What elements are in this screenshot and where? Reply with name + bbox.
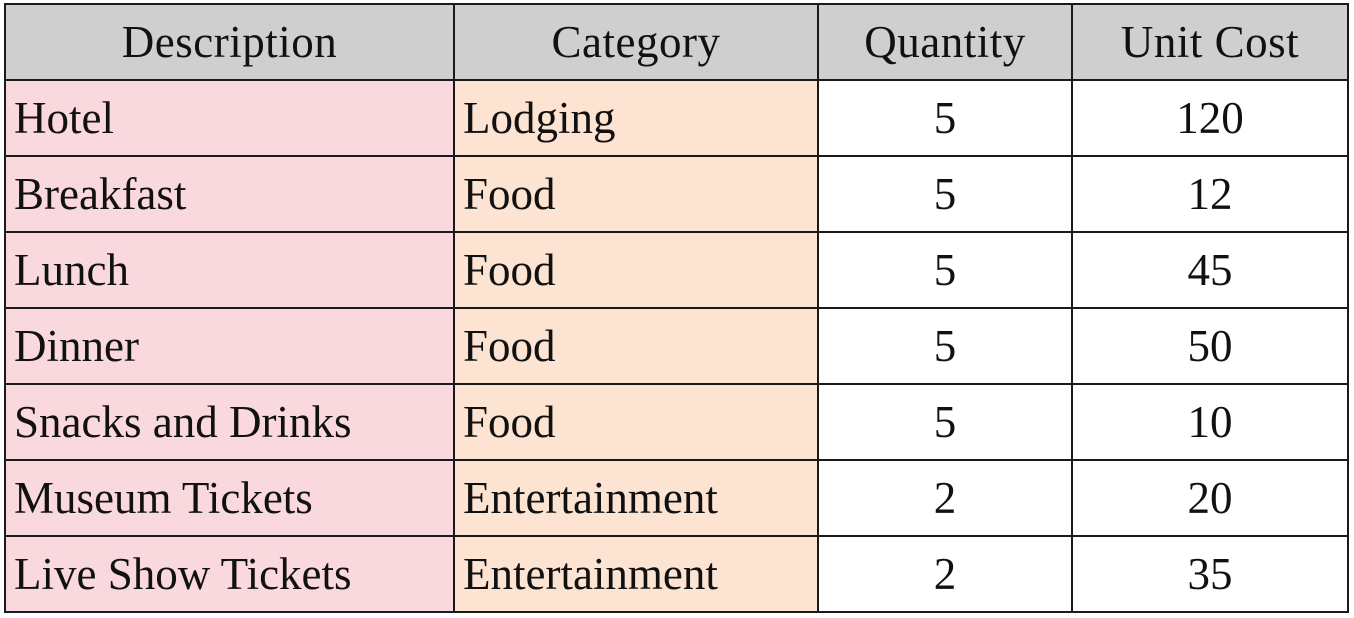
cell-unit-cost: 10 xyxy=(1071,383,1349,461)
cell-category: Food xyxy=(453,155,819,233)
cell-description: Dinner xyxy=(4,307,455,385)
cell-unit-cost: 120 xyxy=(1071,79,1349,157)
cell-quantity: 2 xyxy=(817,535,1073,613)
header-description: Description xyxy=(4,3,455,81)
cell-unit-cost: 20 xyxy=(1071,459,1349,537)
table-header: Description Category Quantity Unit Cost xyxy=(4,3,1349,81)
expense-table: Description Category Quantity Unit Cost … xyxy=(4,3,1349,613)
header-category: Category xyxy=(453,3,819,81)
header-row: Description Category Quantity Unit Cost xyxy=(4,3,1349,81)
cell-category: Lodging xyxy=(453,79,819,157)
cell-category: Food xyxy=(453,383,819,461)
cell-description: Breakfast xyxy=(4,155,455,233)
cell-description: Snacks and Drinks xyxy=(4,383,455,461)
table-row: Breakfast Food 5 12 xyxy=(4,155,1349,233)
table-row: Dinner Food 5 50 xyxy=(4,307,1349,385)
cell-unit-cost: 45 xyxy=(1071,231,1349,309)
table-row: Live Show Tickets Entertainment 2 35 xyxy=(4,535,1349,613)
cell-quantity: 5 xyxy=(817,383,1073,461)
cell-description: Hotel xyxy=(4,79,455,157)
cell-category: Entertainment xyxy=(453,459,819,537)
table-row: Snacks and Drinks Food 5 10 xyxy=(4,383,1349,461)
cell-quantity: 5 xyxy=(817,307,1073,385)
table-body: Hotel Lodging 5 120 Breakfast Food 5 12 … xyxy=(4,79,1349,613)
cell-category: Food xyxy=(453,307,819,385)
header-quantity: Quantity xyxy=(817,3,1073,81)
table-row: Museum Tickets Entertainment 2 20 xyxy=(4,459,1349,537)
table-row: Hotel Lodging 5 120 xyxy=(4,79,1349,157)
cell-description: Live Show Tickets xyxy=(4,535,455,613)
cell-quantity: 5 xyxy=(817,155,1073,233)
cell-description: Museum Tickets xyxy=(4,459,455,537)
cell-quantity: 5 xyxy=(817,79,1073,157)
header-unit-cost: Unit Cost xyxy=(1071,3,1349,81)
cell-category: Entertainment xyxy=(453,535,819,613)
cell-unit-cost: 12 xyxy=(1071,155,1349,233)
cell-description: Lunch xyxy=(4,231,455,309)
cell-quantity: 2 xyxy=(817,459,1073,537)
cell-unit-cost: 50 xyxy=(1071,307,1349,385)
cell-category: Food xyxy=(453,231,819,309)
expense-table-container: Description Category Quantity Unit Cost … xyxy=(4,3,1349,613)
table-row: Lunch Food 5 45 xyxy=(4,231,1349,309)
cell-unit-cost: 35 xyxy=(1071,535,1349,613)
cell-quantity: 5 xyxy=(817,231,1073,309)
